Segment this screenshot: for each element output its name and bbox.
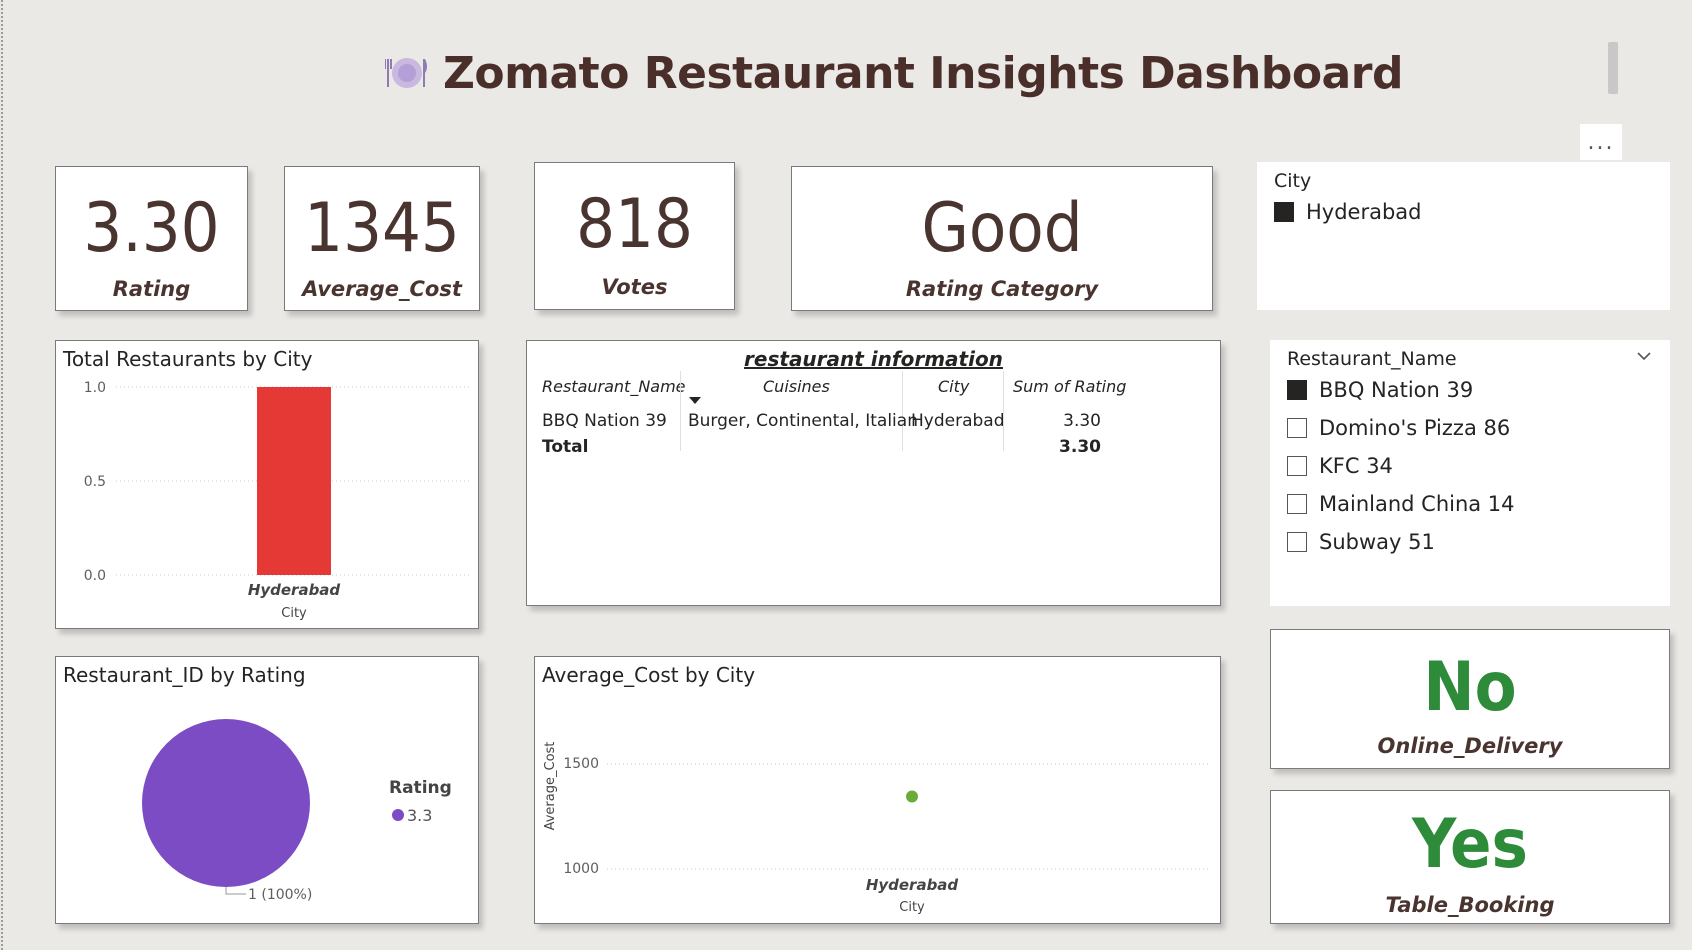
- sort-desc-icon[interactable]: [689, 397, 701, 404]
- city-option-label: Hyderabad: [1306, 200, 1422, 224]
- restaurant-slicer-header: Restaurant_Name: [1287, 348, 1457, 370]
- pie-legend-title: Rating: [389, 778, 452, 798]
- y-tick-1000: 1000: [563, 861, 599, 877]
- y-tick-0-5: 0.5: [84, 474, 106, 490]
- rating-category-value: Good: [921, 189, 1083, 268]
- checkbox-checked[interactable]: [1274, 202, 1294, 222]
- y-tick-1500: 1500: [563, 756, 599, 772]
- page-title: Zomato Restaurant Insights Dashboard: [443, 47, 1403, 99]
- y-axis-label: Average_Cost: [543, 742, 558, 831]
- scatter-point-hyderabad[interactable]: [906, 790, 918, 803]
- scatter-chart-title: Average_Cost by City: [542, 663, 756, 687]
- table-cell: Hyderabad: [911, 411, 1005, 431]
- restaurant-option-subway[interactable]: Subway 51: [1287, 530, 1435, 554]
- col-divider: [1003, 371, 1004, 451]
- online-delivery-label: Online_Delivery: [1377, 734, 1563, 758]
- city-slicer-header: City: [1274, 170, 1312, 192]
- average-cost-card: 1345 Average_Cost: [284, 166, 480, 311]
- restaurant-table-card: restaurant information Restaurant_Name C…: [526, 340, 1221, 606]
- table-booking-label: Table_Booking: [1385, 893, 1555, 917]
- checkbox-checked[interactable]: [1287, 380, 1307, 400]
- pie-chart-title: Restaurant_ID by Rating: [63, 663, 306, 687]
- city-slicer: City Hyderabad: [1257, 162, 1670, 310]
- checkbox-unchecked[interactable]: [1287, 418, 1307, 438]
- table-cell: BBQ Nation 39: [542, 411, 667, 431]
- bar-hyderabad[interactable]: [257, 387, 331, 575]
- total-label: Total: [542, 437, 589, 457]
- table-booking-value: Yes: [1412, 805, 1528, 884]
- col-city[interactable]: City: [938, 377, 970, 396]
- restaurant-option-label: BBQ Nation 39: [1319, 378, 1474, 402]
- scatter-chart: Average_Cost 1500 1000 Hyderabad City: [543, 742, 1211, 915]
- canvas-edge: [1, 0, 3, 950]
- online-delivery-value: No: [1423, 648, 1517, 727]
- average-cost-label: Average_Cost: [302, 277, 462, 301]
- rating-card: 3.30 Rating: [55, 166, 248, 311]
- pie-leader-line: [225, 887, 246, 895]
- y-tick-1: 1.0: [84, 380, 106, 396]
- x-tick-hyderabad: Hyderabad: [248, 581, 341, 599]
- votes-card: 818 Votes: [534, 162, 735, 310]
- total-value: 3.30: [1059, 437, 1101, 457]
- checkbox-unchecked[interactable]: [1287, 456, 1307, 476]
- rating-category-card: Good Rating Category: [791, 166, 1213, 311]
- city-option-hyderabad[interactable]: Hyderabad: [1274, 200, 1422, 224]
- restaurant-option-label: Mainland China 14: [1319, 492, 1515, 516]
- average-cost-value: 1345: [304, 189, 460, 268]
- pie-chart: 1 (100%) Rating 3.3: [142, 719, 452, 903]
- restaurant-option-mainland-china[interactable]: Mainland China 14: [1287, 492, 1515, 516]
- col-sum-rating[interactable]: Sum of Rating: [1013, 377, 1127, 396]
- chevron-down-icon[interactable]: [1636, 348, 1652, 368]
- vertical-scrollbar[interactable]: [1608, 42, 1618, 94]
- rating-category-label: Rating Category: [905, 277, 1099, 301]
- restaurant-option-kfc[interactable]: KFC 34: [1287, 454, 1393, 478]
- plate-cutlery-icon: [385, 55, 429, 91]
- col-restaurant-name[interactable]: Restaurant_Name: [542, 377, 686, 396]
- title-bar: Zomato Restaurant Insights Dashboard: [385, 40, 1403, 106]
- online-delivery-card: No Online_Delivery: [1270, 629, 1670, 769]
- pie-slice-3.3[interactable]: [142, 719, 310, 887]
- pie-legend-label: 3.3: [407, 806, 432, 825]
- rating-label: Rating: [112, 277, 191, 301]
- table-booking-card: Yes Table_Booking: [1270, 790, 1670, 924]
- restaurant-slicer: Restaurant_Name BBQ Nation 39 Domino's P…: [1270, 340, 1670, 606]
- restaurant-option-label: Domino's Pizza 86: [1319, 416, 1511, 440]
- bar-chart-card: Total Restaurants by City 1.0 0.5 0.0 Hy…: [55, 340, 479, 629]
- x-tick-hyderabad: Hyderabad: [866, 876, 959, 894]
- x-axis-label: City: [899, 900, 925, 915]
- more-options-button[interactable]: ...: [1580, 124, 1622, 160]
- restaurant-option-label: KFC 34: [1319, 454, 1393, 478]
- bar-chart: 1.0 0.5 0.0 Hyderabad City: [84, 380, 471, 621]
- col-cuisines[interactable]: Cuisines: [763, 377, 830, 396]
- pie-legend-marker: [392, 809, 404, 821]
- restaurant-option-bbq-nation[interactable]: BBQ Nation 39: [1287, 378, 1473, 402]
- col-divider: [902, 371, 903, 451]
- votes-value: 818: [576, 185, 693, 264]
- checkbox-unchecked[interactable]: [1287, 532, 1307, 552]
- bar-chart-title: Total Restaurants by City: [63, 347, 313, 371]
- rating-value: 3.30: [83, 189, 220, 268]
- scatter-chart-card: Average_Cost by City Average_Cost 1500 1…: [534, 656, 1221, 924]
- y-tick-0: 0.0: [84, 568, 106, 584]
- pie-chart-card: Restaurant_ID by Rating 1 (100%) Rating …: [55, 656, 479, 924]
- votes-label: Votes: [601, 275, 668, 299]
- checkbox-unchecked[interactable]: [1287, 494, 1307, 514]
- col-divider: [680, 371, 681, 451]
- pie-data-label: 1 (100%): [248, 887, 312, 903]
- restaurant-option-dominos[interactable]: Domino's Pizza 86: [1287, 416, 1510, 440]
- restaurant-option-label: Subway 51: [1319, 530, 1435, 554]
- table-cell: Burger, Continental, Italian: [688, 411, 918, 431]
- table-cell: 3.30: [1063, 411, 1101, 431]
- x-axis-label: City: [281, 606, 307, 621]
- table-title: restaurant information: [744, 347, 1003, 371]
